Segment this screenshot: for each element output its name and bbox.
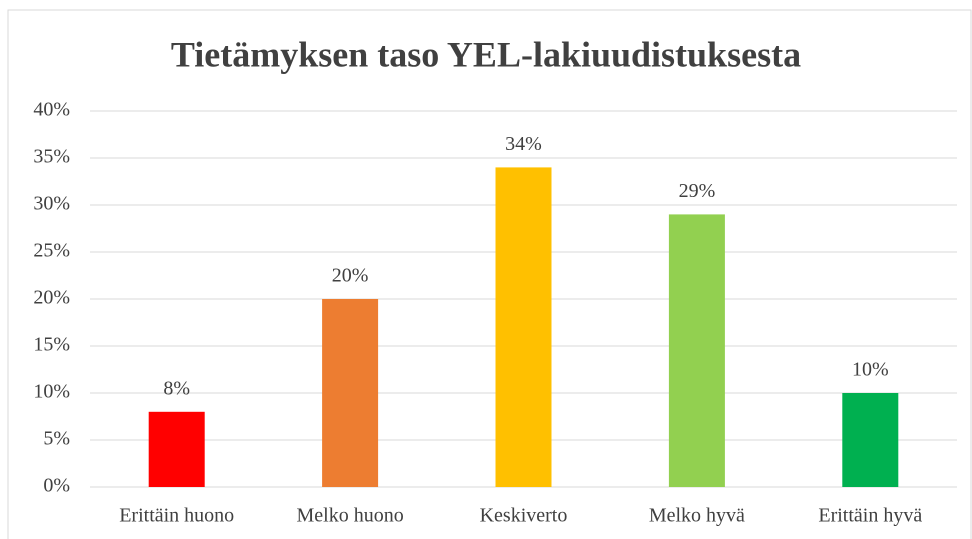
y-tick-label: 40%	[33, 99, 70, 121]
bar	[495, 167, 552, 487]
chart-border	[7, 9, 972, 539]
y-tick-label: 15%	[33, 334, 70, 356]
data-label: 10%	[852, 359, 889, 381]
y-tick-label: 35%	[33, 146, 70, 168]
bar	[842, 393, 899, 487]
x-tick-label: Erittäin hyvä	[818, 505, 922, 527]
y-tick-label: 20%	[33, 287, 70, 309]
bar	[148, 411, 205, 487]
bar	[322, 299, 379, 487]
bar	[668, 214, 725, 487]
data-label: 34%	[505, 133, 542, 155]
x-tick-label: Melko huono	[296, 505, 403, 527]
chart-title: Tietämyksen taso YEL-lakiuudistuksesta	[171, 34, 801, 74]
x-tick-label: Keskiverto	[480, 505, 568, 527]
x-tick-label: Erittäin huono	[119, 505, 234, 527]
data-label: 29%	[679, 180, 716, 202]
y-tick-label: 30%	[33, 193, 70, 215]
y-tick-label: 5%	[43, 428, 70, 450]
y-tick-label: 10%	[33, 381, 70, 403]
y-tick-label: 25%	[33, 240, 70, 262]
data-label: 20%	[332, 265, 369, 287]
data-label: 8%	[163, 377, 190, 399]
y-tick-label: 0%	[43, 475, 70, 497]
x-tick-label: Melko hyvä	[649, 505, 745, 527]
